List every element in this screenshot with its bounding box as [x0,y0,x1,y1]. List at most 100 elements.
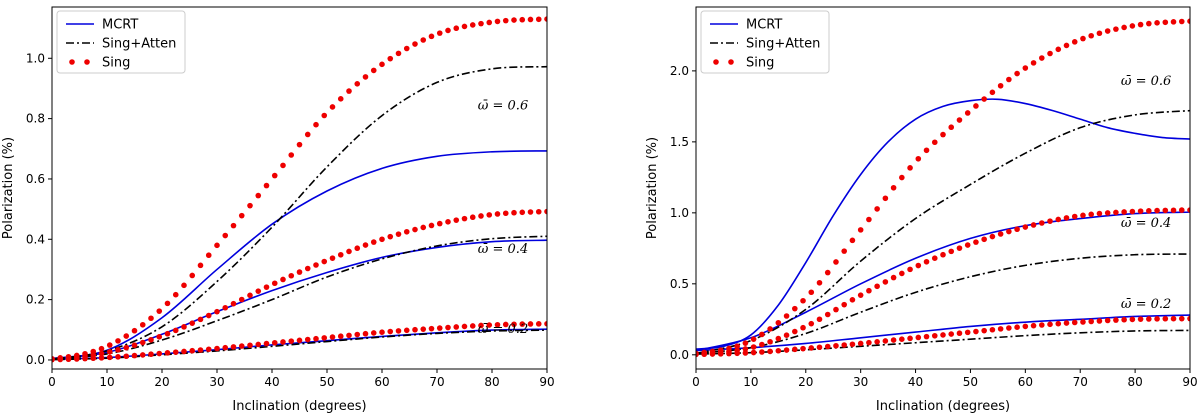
data-point [940,251,946,258]
data-point [824,269,831,276]
data-point [230,344,237,350]
data-point [387,55,394,62]
data-point [172,327,179,334]
data-point [1146,316,1152,322]
data-point [354,81,361,87]
data-point [775,319,782,326]
data-point [148,351,154,358]
annotation-label: ω̄ = 0.4 [478,242,528,257]
data-point [98,355,105,361]
data-point [535,321,542,327]
data-point [445,324,451,331]
data-point [701,351,708,358]
data-point [1063,320,1070,326]
x-tick-label: 20 [154,375,169,389]
data-point [403,228,410,235]
data-point [1080,35,1086,42]
data-point [139,352,146,358]
y-axis-label: Polarization (%) [645,137,660,239]
data-point [511,209,517,216]
data-point [494,211,501,217]
data-point [263,340,270,347]
data-point [544,208,547,215]
data-point [989,326,996,333]
data-point [1096,30,1103,37]
data-point [1146,20,1152,27]
data-point [395,231,402,237]
data-point [329,255,336,261]
annotation-label: ω̄ = 0.6 [478,99,528,114]
y-tick-label: 1.5 [670,135,689,149]
data-point [899,270,905,277]
left-panel: 0 10 20 30 40 50 60 70 80 90 0.0 0.2 0.4 0.6 0.8 1.0 Inc… [1,6,555,413]
legend: MCRT Sing+Atten Sing [700,10,830,74]
data-point [379,61,385,68]
data-point [1080,319,1086,325]
data-point [759,331,765,338]
data-point [841,342,847,348]
series-line-mcrt-0 [52,150,547,360]
legend-box [56,10,186,74]
x-tick-label: 80 [484,375,499,389]
data-point [478,213,484,219]
data-point [709,351,716,357]
y-tick-label: 0.5 [670,277,689,291]
data-point [519,209,526,216]
data-point [288,152,295,158]
data-point [1039,220,1045,226]
data-point [833,259,839,265]
data-point [197,347,204,353]
data-point [469,22,476,28]
data-point [57,356,64,363]
x-axis-label: Inclination (degrees) [232,399,366,413]
data-point [956,330,963,337]
x-axis-label: Inclination (degrees) [876,399,1010,413]
x-tick-label: 90 [539,375,554,389]
data-point [1154,20,1160,26]
data-point [1088,318,1094,325]
data-point [997,326,1004,332]
data-point [222,344,229,351]
data-point [263,284,270,290]
data-point [1154,207,1160,214]
data-point [148,315,154,322]
data-point [412,41,418,47]
x-tick-label: 10 [743,375,758,389]
data-point [469,323,476,329]
data-point [1022,224,1029,230]
data-point [98,345,105,352]
data-point [1022,65,1029,71]
data-point [164,330,171,337]
data-point [915,334,922,341]
series-line-sing-atten-4 [696,253,1190,355]
data-point [874,283,880,290]
data-point [362,242,369,248]
y-tick-label: 0.4 [26,232,45,246]
data-point [90,355,97,362]
data-point [181,282,187,289]
data-point [841,248,847,254]
data-point [403,45,410,52]
data-point [337,251,344,258]
data-point [544,16,547,22]
data-point [354,245,361,252]
data-point [1104,317,1111,324]
data-point [461,23,468,30]
data-point [833,306,839,313]
data-point [453,324,460,330]
data-point [238,296,245,303]
data-point [742,350,749,356]
data-point [1162,207,1169,214]
data-point [1129,208,1136,215]
data-point [354,331,361,338]
data-point [923,147,930,154]
data-point [337,333,344,340]
data-point [734,350,740,357]
y-tick-label: 0.0 [26,353,45,367]
axes-frame [695,6,1191,370]
y-tick-label: 1.0 [670,206,689,220]
x-tick-label: 30 [853,375,868,389]
data-point [948,331,955,337]
data-point [792,328,798,335]
data-point [519,321,526,327]
